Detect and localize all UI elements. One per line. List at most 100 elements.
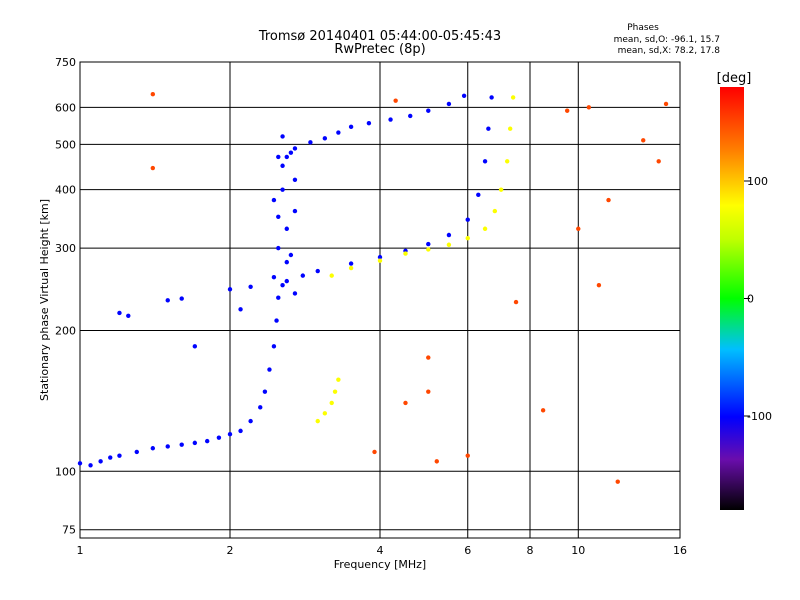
data-point [372,449,377,455]
data-point [498,187,504,192]
x-tick-label: 4 [377,544,384,557]
data-point [615,479,620,484]
x-tick-label: 16 [673,544,687,557]
colorbar-tick-label: 0 [747,293,754,306]
colorbar-tick-label: -100 [747,410,772,423]
data-point [267,367,272,372]
data-point [465,217,470,222]
data-point [165,444,170,449]
data-point [134,449,139,455]
x-tick-label: 10 [571,544,585,557]
x-ticks: 1 2 4 6 8 10 16 [77,544,688,557]
data-point [377,258,383,263]
data-point [98,459,103,464]
colorbar-label: [deg] [717,71,752,86]
data-point [348,261,354,266]
x-tick-label: 1 [77,544,84,557]
data-point [461,93,467,99]
data-point [280,134,285,139]
phase-stats-o: mean, sd,O: -96.1, 15.7 [614,35,720,45]
data-point [348,265,354,271]
data-point [606,197,611,203]
data-point [465,236,470,241]
data-point [77,461,83,466]
data-point [271,274,277,280]
data-point [227,287,233,292]
data-point [641,138,646,143]
data-point [348,124,354,130]
data-point [117,310,122,316]
data-point [292,291,298,296]
data-point [276,295,281,300]
data-point [258,405,263,410]
data-point [388,117,393,122]
data-point [564,108,570,113]
data-point [165,298,170,303]
data-point [238,428,243,434]
data-point [322,136,328,141]
data-point [280,163,285,168]
data-point [507,126,513,131]
data-point [150,446,156,451]
phase-stats-x: mean, sd,X: 78.2, 17.8 [618,46,721,56]
colorbar [720,87,744,510]
data-point [332,389,338,394]
data-point [227,432,233,437]
data-point [482,226,488,231]
data-point [179,442,184,447]
data-point [586,105,592,110]
data-point [465,453,470,458]
y-tick-label: 750 [55,56,76,69]
data-point [292,208,298,214]
data-point [446,232,452,238]
y-tick-label: 200 [55,324,76,337]
data-point [408,113,413,119]
data-point [366,120,372,126]
data-point [262,389,268,394]
chart-title: Tromsø 20140401 05:44:00-05:45:43 [258,29,501,44]
data-point [426,241,431,247]
data-point [88,463,93,468]
data-point [336,377,341,382]
data-point [117,453,122,458]
y-tick-label: 500 [55,138,76,151]
data-points [77,92,669,484]
data-point [510,95,516,100]
data-point [446,101,452,107]
data-point [276,154,281,160]
data-point [204,438,210,444]
data-point [179,296,184,301]
data-point [596,282,602,288]
y-tick-label: 75 [62,524,76,537]
y-tick-label: 400 [55,184,76,197]
x-tick-label: 6 [464,544,471,557]
data-point [504,159,510,164]
colorbar-ticks: 100 0 -100 [744,175,772,423]
data-point [284,259,289,265]
data-point [274,318,279,323]
y-axis-label: Stationary phase Virtual Height [km] [38,199,51,401]
data-point [284,154,289,160]
data-point [576,226,581,231]
data-point [656,159,661,164]
grid [80,62,680,538]
data-point [284,278,289,284]
data-point [280,282,285,288]
data-point [426,247,431,252]
x-axis-label: Frequency [MHz] [334,558,426,571]
y-tick-label: 600 [55,101,76,114]
data-point [192,440,198,446]
data-point [426,355,431,360]
data-point [492,208,498,214]
data-point [150,165,156,171]
data-point [336,130,341,135]
y-ticks: 75 100 200 300 400 500 600 750 [55,56,76,537]
data-point [329,273,334,278]
data-point [476,192,481,198]
data-point [192,344,198,349]
data-point [292,146,298,151]
data-point [284,226,289,231]
data-point [288,252,294,258]
x-tick-label: 2 [227,544,234,557]
data-point [276,245,281,251]
